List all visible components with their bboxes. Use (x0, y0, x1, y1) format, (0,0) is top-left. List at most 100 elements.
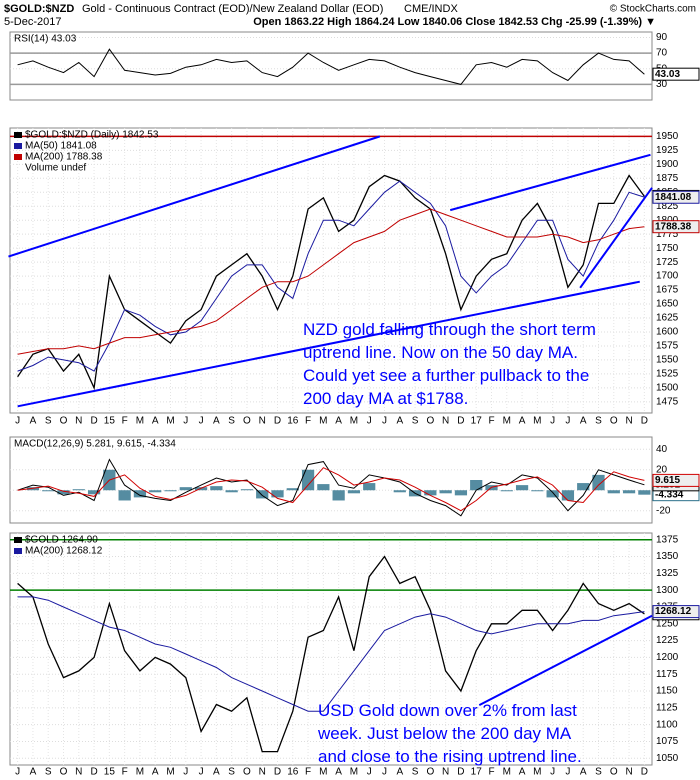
legend-swatch (14, 537, 22, 543)
x-tick-label: D (641, 416, 648, 427)
y-tick-label: 1100 (656, 719, 678, 730)
x-tick-label: J (565, 416, 570, 427)
x-tick-label: A (396, 767, 403, 778)
histogram-bar (577, 483, 590, 491)
histogram-bar (87, 490, 101, 495)
x-tick-label: N (75, 416, 82, 427)
y-tick-label: 1700 (656, 271, 679, 282)
y-tick-label: 20 (656, 464, 668, 475)
credit: © StockCharts.com (610, 4, 696, 15)
x-tick-label: A (580, 416, 587, 427)
y-tick-label: 1550 (656, 355, 679, 366)
trend-line (8, 135, 381, 258)
histogram-bar (301, 469, 315, 491)
histogram-bar (332, 490, 345, 501)
x-tick-label: N (75, 767, 82, 778)
x-tick-label: A (152, 416, 159, 427)
histogram-bar (561, 490, 575, 501)
annotation: uptrend line. Now on the 50 day MA. (303, 343, 578, 362)
y-tick-label: 1575 (656, 341, 679, 352)
trend-line (17, 280, 640, 408)
histogram-bar (393, 490, 406, 493)
y-tick-label: -20 (656, 505, 671, 516)
x-tick-label: J (382, 767, 387, 778)
x-tick-label: M (533, 767, 541, 778)
x-tick-label: J (183, 767, 188, 778)
x-tick-label: S (595, 767, 602, 778)
x-tick-label: A (519, 767, 526, 778)
histogram-bar (42, 490, 55, 492)
panel-frame (9, 436, 653, 524)
x-tick-label: F (122, 416, 128, 427)
histogram-bar (439, 490, 452, 494)
annotation: and close to the rising uptrend line. (318, 747, 582, 766)
x-tick-label: J (382, 416, 387, 427)
histogram-bar (286, 488, 299, 491)
last-value-box (652, 67, 700, 81)
last-value-label: 1268.12 (655, 606, 692, 617)
x-tick-label: S (412, 767, 419, 778)
x-tick-label: J (15, 767, 20, 778)
histogram-bar (240, 489, 254, 491)
histogram-bar (347, 490, 361, 494)
x-tick-label: 15 (104, 767, 116, 778)
x-tick-label: F (488, 767, 494, 778)
x-tick-label: O (60, 416, 68, 427)
y-tick-label: 1675 (656, 285, 679, 296)
y-tick-label: 1825 (656, 201, 679, 212)
x-tick-label: A (213, 767, 220, 778)
x-tick-label: A (213, 416, 220, 427)
x-tick-label: A (396, 416, 403, 427)
histogram-bar (454, 490, 468, 496)
last-value-label: 1788.38 (655, 221, 692, 232)
y-tick-label: 1725 (656, 257, 679, 268)
histogram-bar (57, 490, 70, 495)
series-line (17, 208, 645, 355)
y-tick-label: 1600 (656, 327, 679, 338)
y-tick-label: 40 (656, 444, 668, 455)
x-tick-label: O (426, 767, 434, 778)
y-tick-label: 1650 (656, 299, 679, 310)
x-tick-label: J (199, 767, 204, 778)
histogram-bar (424, 490, 437, 496)
histogram-bar (363, 483, 376, 491)
x-tick-label: M (350, 416, 358, 427)
y-tick-label: 1125 (656, 702, 678, 713)
series-line (17, 596, 645, 712)
last-value-label: -4.334 (655, 489, 684, 500)
series-line (17, 458, 645, 517)
y-tick-label: 1750 (656, 243, 679, 254)
x-tick-label: J (565, 767, 570, 778)
y-tick-label: 1350 (656, 551, 679, 562)
x-tick-label: D (457, 416, 464, 427)
y-tick-label: 30 (656, 79, 668, 90)
x-tick-label: A (335, 416, 342, 427)
legend-swatch (14, 132, 22, 138)
panel-title: MACD(12,26,9) 5.281, 9.615, -4.334 (14, 439, 176, 450)
x-tick-label: A (30, 416, 37, 427)
x-tick-label: J (15, 416, 20, 427)
last-value-box (652, 190, 700, 204)
x-tick-label: D (90, 416, 97, 427)
x-tick-label: O (243, 416, 251, 427)
x-tick-label: 17 (471, 416, 483, 427)
legend-label: $GOLD 1264.90 (25, 535, 98, 546)
x-tick-label: N (259, 767, 266, 778)
x-tick-label: N (259, 416, 266, 427)
x-tick-label: A (30, 767, 37, 778)
x-tick-label: F (122, 767, 128, 778)
x-tick-label: J (199, 416, 204, 427)
x-tick-label: S (228, 767, 235, 778)
histogram-bar (164, 490, 177, 492)
x-tick-label: M (319, 767, 327, 778)
histogram-bar (26, 487, 40, 491)
exchange: CME/INDX (404, 3, 458, 15)
panel-frame (9, 532, 653, 766)
x-tick-label: F (305, 416, 311, 427)
y-tick-label: 1475 (656, 396, 679, 407)
x-tick-label: 16 (287, 416, 299, 427)
y-tick-label: 90 (656, 32, 668, 43)
x-tick-label: N (625, 416, 632, 427)
histogram-bar (72, 489, 85, 491)
